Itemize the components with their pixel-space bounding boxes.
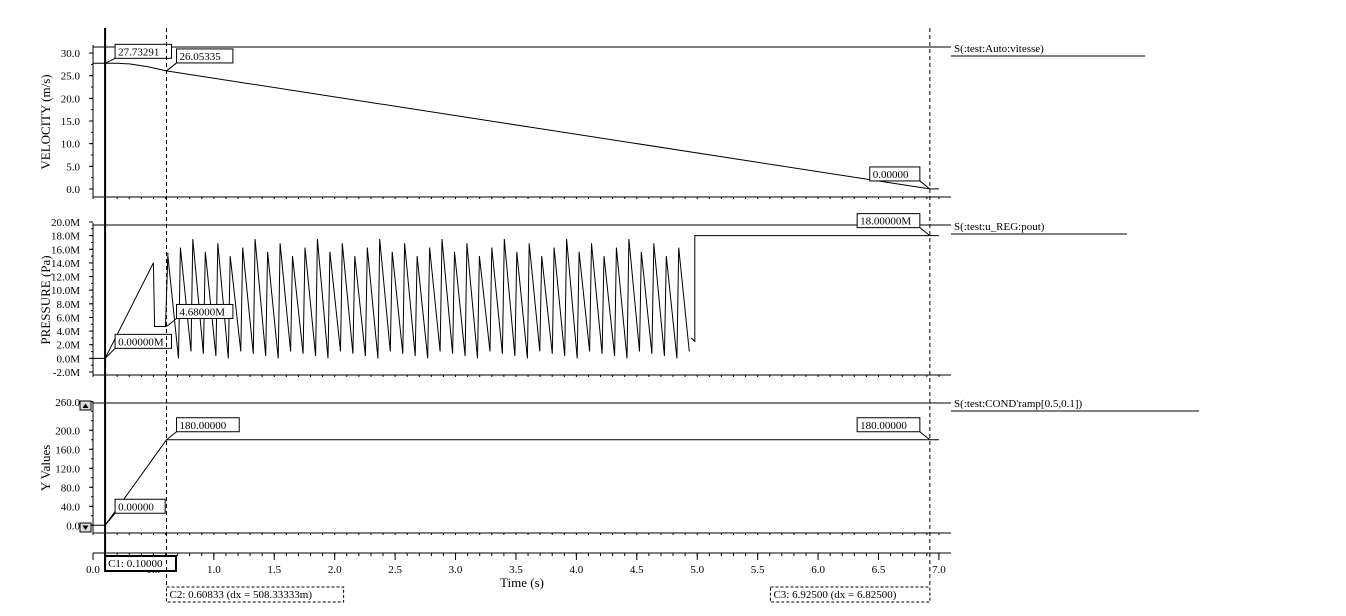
- callout-value: 0.00000: [118, 501, 154, 513]
- cursor-label-box[interactable]: [104, 555, 177, 572]
- y-tick-label: 20.0M: [51, 217, 80, 229]
- callout-box: [869, 166, 921, 182]
- panel-velocity: 0.0 5.0 10.0 15.0 20.0 25.0 30.0 VELOCITY (m/s)…: [38, 43, 1145, 199]
- x-tick-label: 3.5: [509, 564, 523, 576]
- callout-box: [176, 48, 234, 64]
- series-line: [93, 439, 939, 526]
- y-tick-label: 5.0: [66, 161, 80, 173]
- y-tick-label: 200.0: [55, 425, 80, 437]
- series-line: [690, 235, 939, 343]
- x-tick-label: 6.5: [872, 564, 886, 576]
- series-line: [93, 252, 169, 359]
- callout-leader: [104, 57, 116, 64]
- y-tick-label: 16.0M: [51, 244, 80, 256]
- y-axis-title: PRESSURE (Pa): [38, 255, 53, 344]
- callout-box: [176, 417, 240, 433]
- time-axis: 0.00.51.01.52.02.53.03.54.04.55.05.56.06…: [86, 552, 951, 576]
- x-tick-label: 5.5: [751, 564, 765, 576]
- callout-value: 4.68000M: [180, 306, 226, 318]
- callout-value: 18.00000M: [860, 216, 911, 228]
- y-tick-label: 14.0M: [51, 258, 80, 270]
- y-tick-label: 25.0: [61, 71, 81, 83]
- x-tick-label: 5.0: [690, 564, 704, 576]
- callout-value: 180.00000: [180, 420, 227, 432]
- y-tick-label: 12.0M: [51, 272, 80, 284]
- callout-value: 0.00000M: [118, 336, 164, 348]
- y-tick-label: 15.0: [61, 116, 81, 128]
- y-tick-label: 2.0M: [56, 340, 80, 352]
- scroll-down-button[interactable]: [79, 522, 92, 533]
- y-tick-label: 0.0M: [56, 353, 80, 365]
- callout-leader: [919, 180, 931, 190]
- callout-box: [176, 303, 234, 319]
- x-tick-label: 1.0: [207, 564, 221, 576]
- x-tick-label: 3.0: [449, 564, 463, 576]
- legend-label: S(:test:COND'ramp[0.5,0.1]): [954, 398, 1082, 410]
- callout-leader: [166, 318, 177, 327]
- legend-label: S(:test:u_REG:pout): [954, 221, 1045, 233]
- cursor-label-box[interactable]: [166, 586, 345, 603]
- callout-leader: [104, 512, 116, 526]
- cursor-lines[interactable]: C1: 0.10000 C2: 0.60833 (dx = 508.33333m)…: [104, 28, 931, 603]
- y-axis-title: Y Values: [38, 445, 53, 492]
- x-tick-label: 2.0: [328, 564, 342, 576]
- cursor-label-c1[interactable]: C1: 0.10000: [108, 558, 163, 570]
- y-tick-label: 8.0M: [56, 299, 80, 311]
- callout-value: 0.00000: [873, 169, 909, 181]
- y-tick-label: 0.0: [66, 520, 80, 532]
- callout-leader: [166, 62, 177, 72]
- y-tick-label: 260.0: [55, 397, 80, 409]
- cursor-label-box[interactable]: [769, 586, 931, 603]
- x-tick-label: 4.5: [630, 564, 644, 576]
- callout-box: [856, 417, 921, 433]
- y-axis-title: VELOCITY (m/s): [38, 74, 53, 169]
- y-tick-label: 30.0: [61, 48, 81, 60]
- chart-panels: 0.0 5.0 10.0 15.0 20.0 25.0 30.0 VELOCITY (m/s)…: [38, 43, 1199, 535]
- cursor-label-c3[interactable]: C3: 6.92500 (dx = 6.82500): [773, 589, 896, 601]
- x-tick-label: 2.5: [388, 564, 402, 576]
- callout-box: [114, 498, 166, 514]
- callout-box: [856, 213, 921, 229]
- legend-label: S(:test:Auto:vitesse): [954, 43, 1044, 55]
- callout-box: [114, 43, 172, 59]
- series-line: [93, 62, 939, 190]
- chevron-up-icon: [82, 403, 89, 408]
- y-tick-label: 160.0: [55, 444, 80, 456]
- x-tick-label: 6.0: [811, 564, 825, 576]
- y-tick-label: 120.0: [55, 463, 80, 475]
- y-tick-label: 10.0M: [51, 285, 80, 297]
- y-tick-label: 6.0M: [56, 312, 80, 324]
- callout-box: [114, 333, 172, 349]
- y-tick-label: 10.0: [61, 139, 81, 151]
- callout-value: 26.05335: [180, 51, 222, 63]
- callout-leader: [166, 431, 177, 441]
- cursor-label-c2[interactable]: C2: 0.60833 (dx = 508.33333m): [170, 589, 313, 601]
- y-tick-label: 80.0: [61, 482, 81, 494]
- callout-value: 180.00000: [860, 420, 907, 432]
- callout-leader: [104, 348, 116, 359]
- x-tick-label: 1.5: [267, 564, 281, 576]
- y-tick-label: 0.0: [66, 184, 80, 196]
- chevron-down-icon: [82, 525, 89, 530]
- x-tick-label: 4.0: [570, 564, 584, 576]
- callout-value: 27.73291: [118, 46, 159, 58]
- y-tick-label: 40.0: [61, 501, 81, 513]
- scroll-up-button[interactable]: [79, 400, 92, 411]
- y-tick-label: 4.0M: [56, 326, 80, 338]
- y-tick-label: 18.0M: [51, 231, 80, 243]
- callout-leader: [919, 227, 931, 237]
- series-sawtooth: [167, 238, 690, 359]
- y-tick-label: -2.0M: [53, 367, 80, 379]
- y-tick-label: 20.0: [61, 93, 81, 105]
- x-tick-label: 7.0: [932, 564, 946, 576]
- callout-leader: [919, 431, 931, 441]
- x-axis-title: Time (s): [500, 575, 544, 590]
- panel-yvalues: 0.0 40.0 80.0 120.0 160.0 200.0 260.0 Y Values S…: [38, 397, 1199, 535]
- x-tick-label: 0.0: [86, 564, 100, 576]
